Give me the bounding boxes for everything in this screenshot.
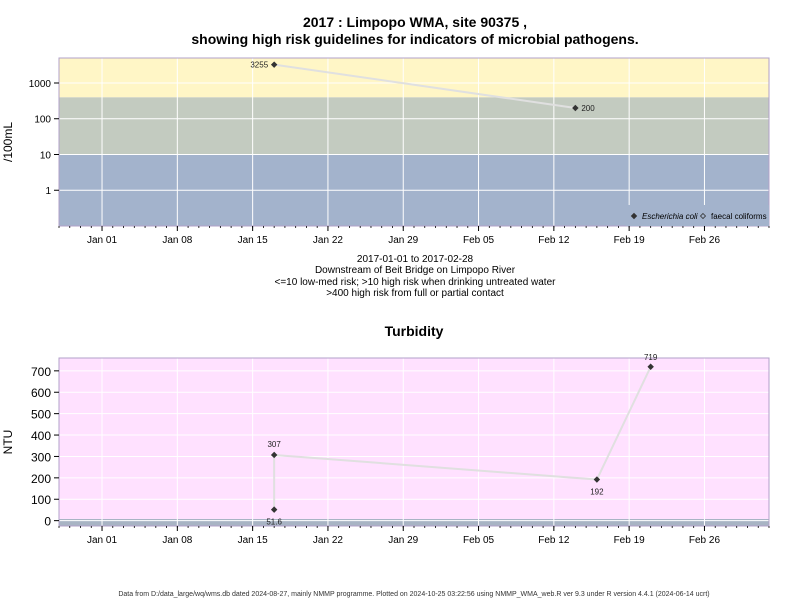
chart1-y-tick-label: 1 xyxy=(45,186,51,197)
chart2-y-tick-label: 0 xyxy=(44,515,51,529)
chart1-legend-label-faecal-coliforms: faecal coliforms xyxy=(711,212,767,221)
chart1-plot-area: Jan 01 Jan 08 Jan 15 Jan 22 Jan 29 Feb 05 Feb … xyxy=(1,57,770,246)
chart2-x-tick-label: Feb 12 xyxy=(538,535,570,546)
chart1-subtitle: showing high risk guidelines for indicat… xyxy=(191,31,638,47)
chart1-x-tick-label: Jan 01 xyxy=(87,235,117,246)
chart1-caption-line-4: >400 high risk from full or partial cont… xyxy=(326,288,504,299)
chart2-y-tick-label: 400 xyxy=(31,429,51,443)
chart1-x-tick-label: Feb 19 xyxy=(614,235,646,246)
chart2-data-label: 719 xyxy=(644,353,658,362)
chart2-y-tick-label: 200 xyxy=(31,472,51,486)
chart1-legend-label-e-coli: Escherichia coli xyxy=(642,212,698,221)
chart2-x-tick-label: Jan 29 xyxy=(388,535,418,546)
chart1-data-point xyxy=(270,61,278,68)
chart1-x-tick-label: Feb 05 xyxy=(463,235,495,246)
chart1-data-point xyxy=(572,104,579,112)
footer-note: Data from D:/data_large/wq/wms.db dated … xyxy=(118,591,709,598)
chart1-legend-box xyxy=(626,205,769,226)
chart2-data-point xyxy=(593,476,601,483)
chart1-x-tick-label: Feb 12 xyxy=(538,235,570,246)
chart1-band-3 xyxy=(59,58,769,98)
chart1-series-line xyxy=(274,63,576,109)
chart1-x-tick-label: Jan 15 xyxy=(238,235,268,246)
chart1-data-label: 3255 xyxy=(250,61,268,70)
chart1-caption-line-3: <=10 low-med risk; >10 high risk when dr… xyxy=(275,277,557,288)
chart2-x-tick-label: Jan 22 xyxy=(313,535,343,546)
chart2-data-point xyxy=(270,451,278,459)
chart2-x-tick-label: Feb 26 xyxy=(689,535,721,546)
chart2-band-1 xyxy=(59,518,769,526)
chart2-x-tick-label: Feb 05 xyxy=(463,535,495,546)
chart2-x-tick-label: Jan 01 xyxy=(87,535,117,546)
chart2-x-tick-label: Jan 15 xyxy=(238,535,268,546)
chart2-series-line xyxy=(273,366,652,510)
chart1-y-tick-label: 100 xyxy=(34,115,51,126)
chart1-y-tick-label: 1000 xyxy=(29,79,52,90)
chart1-x-tick-label: Jan 22 xyxy=(313,235,343,246)
chart2-band-2 xyxy=(59,358,769,519)
chart1-legend: Escherichia coli faecal coliforms xyxy=(626,205,769,226)
chart2-data-label: 192 xyxy=(590,488,604,497)
chart2-data-point xyxy=(270,506,278,513)
chart1-y-axis-title: /100mL xyxy=(1,122,15,162)
chart1-caption-line-2: Downstream of Beit Bridge on Limpopo Riv… xyxy=(315,265,516,276)
chart2-y-tick-label: 600 xyxy=(31,386,51,400)
chart2-title: Turbidity xyxy=(385,323,444,339)
chart2-data-label: 51.6 xyxy=(266,518,282,527)
chart2-x-tick-label: Feb 19 xyxy=(614,535,646,546)
chart1-title: 2017 : Limpopo WMA, site 90375 , xyxy=(303,14,527,30)
chart1-y-tick-label: 10 xyxy=(40,150,52,161)
chart1-x-tick-label: Jan 29 xyxy=(388,235,418,246)
chart2-y-tick-label: 100 xyxy=(31,493,51,507)
chart2-data-label: 307 xyxy=(267,440,281,449)
chart2-y-axis-title: NTU xyxy=(1,430,15,455)
chart1-legend-marker-filled-diamond xyxy=(630,212,638,220)
chart2-plot-area: Jan 01 Jan 08 Jan 15 Jan 22 Jan 29 Feb 05 Feb … xyxy=(1,353,770,546)
chart1-band-2 xyxy=(59,97,769,155)
chart1-data-label: 200 xyxy=(581,104,595,113)
chart2-y-tick-label: 500 xyxy=(31,408,51,422)
chart2-data-point xyxy=(647,363,654,370)
chart1-legend-marker-open-diamond xyxy=(699,212,707,220)
chart2-x-tick-label: Jan 08 xyxy=(162,535,192,546)
chart1-caption-line-1: 2017-01-01 to 2017-02-28 xyxy=(357,254,474,265)
chart2-y-tick-label: 300 xyxy=(31,450,51,464)
chart1-x-tick-label: Feb 26 xyxy=(689,235,721,246)
chart2-y-tick-label: 700 xyxy=(31,365,51,379)
chart1-x-tick-label: Jan 08 xyxy=(162,235,192,246)
